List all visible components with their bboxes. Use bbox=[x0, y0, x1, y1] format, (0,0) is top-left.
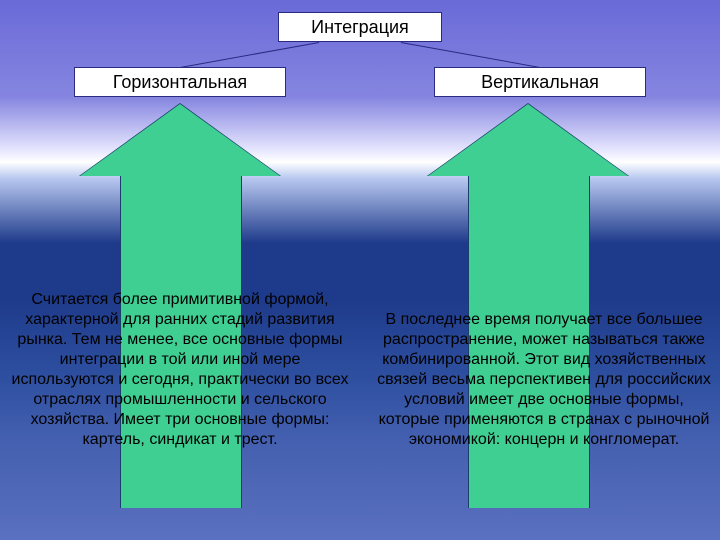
right-arrow-head bbox=[428, 104, 628, 176]
connector-right bbox=[401, 42, 540, 68]
right-label-text: Вертикальная bbox=[481, 72, 599, 93]
right-label-box: Вертикальная bbox=[434, 67, 646, 97]
left-description: Считается более примитивной формой, хара… bbox=[10, 290, 350, 450]
connector-left bbox=[180, 42, 319, 68]
right-description-text: В последнее время получает все большее р… bbox=[377, 311, 711, 448]
right-description: В последнее время получает все большее р… bbox=[376, 310, 712, 450]
slide-canvas: Интеграция Горизонтальная Вертикальная С… bbox=[0, 0, 720, 540]
left-label-box: Горизонтальная bbox=[74, 67, 286, 97]
title-box: Интеграция bbox=[278, 12, 442, 42]
left-label-text: Горизонтальная bbox=[113, 72, 247, 93]
left-description-text: Считается более примитивной формой, хара… bbox=[12, 291, 349, 448]
left-arrow-head bbox=[80, 104, 280, 176]
title-text: Интеграция bbox=[311, 17, 409, 38]
